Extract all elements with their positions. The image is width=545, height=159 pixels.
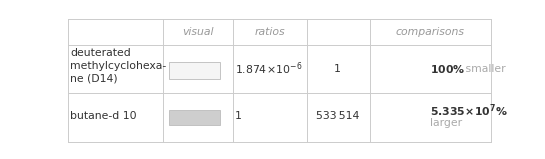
FancyBboxPatch shape [169, 62, 220, 79]
Text: 1: 1 [334, 64, 341, 74]
Text: comparisons: comparisons [396, 27, 465, 37]
Text: 533 514: 533 514 [316, 111, 359, 121]
Text: $1.874\!\times\!10^{-6}$: $1.874\!\times\!10^{-6}$ [235, 60, 302, 77]
Text: visual: visual [182, 27, 214, 37]
Text: $\bf{100\%}$: $\bf{100\%}$ [431, 63, 465, 75]
Text: larger: larger [431, 118, 463, 128]
Text: butane-d 10: butane-d 10 [70, 111, 137, 121]
Text: deuterated
methylcyclohexa-
ne (D14): deuterated methylcyclohexa- ne (D14) [70, 48, 166, 83]
Text: $\bf{5.335\!\times\!10^{7}\%}$: $\bf{5.335\!\times\!10^{7}\%}$ [431, 102, 508, 119]
Text: 1: 1 [235, 111, 242, 121]
Text: smaller: smaller [462, 64, 506, 74]
Text: ratios: ratios [255, 27, 285, 37]
FancyBboxPatch shape [169, 110, 220, 125]
